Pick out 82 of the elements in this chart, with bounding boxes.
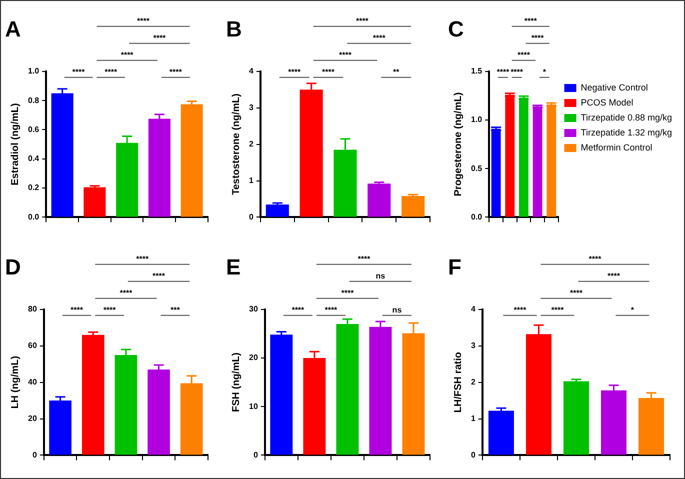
y-tick-label: 0.6 (28, 124, 40, 134)
y-axis-title: Testosterone (ng/mL) (230, 94, 242, 196)
text: ns (376, 272, 386, 281)
annotation: * (542, 68, 547, 77)
y-tick-label: 80 (28, 304, 38, 314)
y-tick-label: 60 (28, 341, 38, 350)
y-axis-title: Estradiol (ng/mL) (10, 103, 21, 186)
y-tick-label: 4 (470, 304, 476, 314)
text: **** (531, 34, 545, 43)
annotation: **** (288, 68, 302, 77)
y-tick-label: 40 (28, 378, 38, 387)
legend-label: Negative Control (580, 82, 648, 92)
y-tick-label: 0 (32, 450, 38, 460)
y-axis-title: LH (ng/mL) (10, 356, 21, 409)
text: **** (152, 272, 166, 281)
text: **** (517, 50, 531, 60)
chart-title: B (226, 16, 242, 42)
y-tick-label: 0.8 (28, 96, 40, 105)
text: **** (153, 34, 167, 43)
annotation: **** (324, 306, 338, 315)
chart-title: A (5, 16, 21, 42)
text: **** (137, 16, 150, 26)
y-tick-label: 0 (248, 212, 254, 222)
annotation: **** (496, 68, 510, 77)
text: **** (136, 254, 150, 264)
text: **** (341, 288, 355, 298)
chart-title: F (448, 254, 462, 280)
y-tick-label: 1 (470, 414, 476, 423)
legend-label: PCOS Model (580, 97, 634, 108)
annotation: **** (104, 68, 118, 77)
chart-title: D (5, 254, 21, 280)
y-tick-label: 0 (253, 450, 258, 460)
annotation: **** (510, 68, 524, 77)
text: **** (339, 50, 352, 60)
text: **** (570, 288, 584, 298)
y-axis-title: FSH (ng/mL) (230, 352, 242, 412)
annotation: **** (103, 306, 117, 315)
y-tick-label: 1.0 (28, 66, 40, 76)
annotation: **** (551, 306, 565, 315)
annotation: **** (514, 306, 528, 315)
legend-label: Metformin Control (580, 142, 652, 152)
y-tick-label: 3 (248, 103, 254, 112)
annotation: **** (322, 68, 336, 77)
y-tick-label: 0.0 (470, 212, 483, 222)
y-tick-label: 20 (248, 353, 258, 362)
y-tick-label: 0.2 (28, 183, 40, 192)
y-tick-label: 0.5 (470, 164, 483, 173)
y-tick-label: 20 (28, 414, 38, 423)
annotation: **** (292, 306, 306, 315)
y-tick-label: 30 (248, 304, 258, 314)
text: **** (120, 50, 134, 60)
y-axis-title: Progesterone (ng/mL) (452, 92, 464, 196)
y-tick-label: 3 (470, 341, 476, 350)
y-tick-label: 10 (248, 402, 258, 411)
y-tick-label: 1 (248, 176, 254, 185)
text: **** (524, 16, 538, 26)
annotation: ** (392, 68, 400, 77)
annotation: *** (170, 306, 181, 315)
text: **** (356, 16, 370, 26)
annotation: * (630, 306, 635, 315)
annotation: **** (70, 306, 84, 315)
legend-label: Tirzepatide 0.88 mg/kg (580, 112, 672, 122)
chart-title: C (448, 16, 464, 42)
y-tick-label: 2 (248, 140, 254, 149)
text: **** (120, 288, 134, 298)
text: **** (358, 254, 372, 264)
text: **** (372, 34, 386, 43)
text: **** (608, 272, 621, 281)
y-tick-label: 0.0 (28, 212, 40, 222)
y-tick-label: 0 (470, 450, 476, 460)
y-tick-label: 0.4 (28, 154, 40, 164)
y-axis-title: LH/FSH ratio (452, 352, 464, 413)
annotation: **** (72, 68, 86, 77)
text: **** (588, 254, 602, 264)
chart-title: E (226, 254, 241, 280)
y-tick-label: 2 (470, 378, 476, 387)
y-tick-label: 4 (248, 66, 254, 76)
annotation: **** (169, 68, 183, 77)
y-tick-label: 1.5 (470, 66, 483, 76)
legend-label: Tirzepatide 1.32 mg/kg (580, 127, 672, 138)
annotation: ns (392, 306, 402, 315)
y-tick-label: 1.0 (470, 115, 483, 124)
